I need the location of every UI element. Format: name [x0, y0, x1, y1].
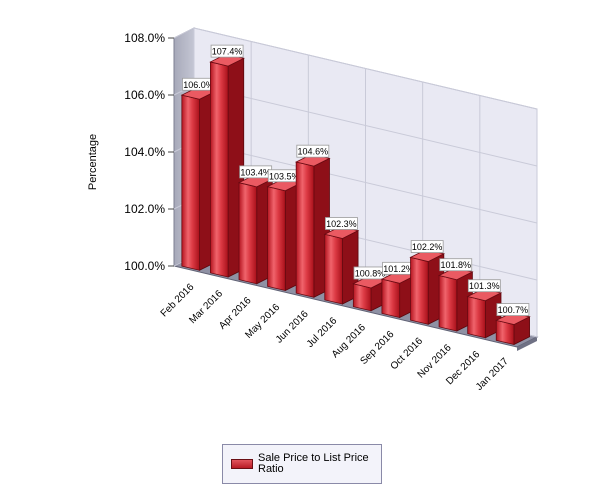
value-label: 103.5%: [269, 171, 300, 181]
value-label: 101.8%: [440, 260, 471, 270]
legend: Sale Price to List Price Ratio: [222, 444, 382, 484]
y-tick-label: 104.0%: [124, 145, 165, 159]
value-label: 100.7%: [498, 305, 529, 315]
bar-front: [295, 161, 315, 298]
x-tick-label: Apr 2016: [217, 295, 254, 332]
bar: 101.2%: [380, 261, 417, 319]
value-label: 100.8%: [355, 268, 386, 278]
y-axis-title: Percentage: [87, 134, 99, 190]
bar-front: [467, 296, 486, 339]
value-label: 102.2%: [412, 242, 443, 252]
bar-front: [210, 61, 229, 278]
bar: 102.2%: [409, 240, 445, 325]
bar-front: [381, 278, 401, 319]
bar-front: [267, 186, 286, 292]
bar: 100.8%: [352, 266, 388, 312]
y-tick-label: 102.0%: [124, 202, 165, 216]
value-label: 101.3%: [469, 281, 500, 291]
bar: 103.4%: [237, 165, 274, 285]
value-label-box: [410, 240, 444, 253]
floor-edge: [517, 337, 537, 351]
bar-front: [410, 256, 429, 325]
bar: 100.7%: [495, 303, 531, 346]
value-label: 107.4%: [212, 47, 243, 57]
x-tick-label: Jul 2016: [305, 315, 340, 350]
value-label: 101.2%: [383, 264, 414, 274]
bars-layer: 106.0% 107.4% 103.4%103.5% 104.6% 102.3% 100.…: [180, 44, 531, 346]
value-label-box: [496, 303, 530, 316]
legend-label: Sale Price to List Price Ratio: [258, 452, 369, 475]
x-tick-label: Oct 2016: [389, 335, 426, 372]
value-label-box: [439, 258, 473, 272]
value-label-box: [210, 44, 244, 58]
legend-swatch: [231, 459, 253, 469]
value-label: 106.0%: [183, 80, 214, 90]
bar: 102.3%: [323, 217, 360, 305]
value-label: 103.4%: [240, 167, 271, 177]
value-label: 102.3%: [326, 219, 357, 229]
bar-front: [352, 283, 372, 312]
x-tick-label: Jun 2016: [274, 308, 311, 345]
value-label: 104.6%: [298, 147, 329, 157]
value-label-box: [325, 217, 358, 230]
y-tick-label: 106.0%: [124, 88, 165, 102]
value-label-box: [296, 144, 330, 158]
x-tick-label: Jan 2017: [474, 356, 511, 393]
value-label-box: [467, 279, 501, 293]
y-tick-label: 100.0%: [124, 259, 165, 273]
bar-front: [181, 94, 200, 271]
bar-front: [438, 275, 458, 332]
bar-front: [238, 182, 258, 285]
y-tick-label: 108.0%: [124, 31, 165, 45]
bar-front: [324, 233, 343, 305]
